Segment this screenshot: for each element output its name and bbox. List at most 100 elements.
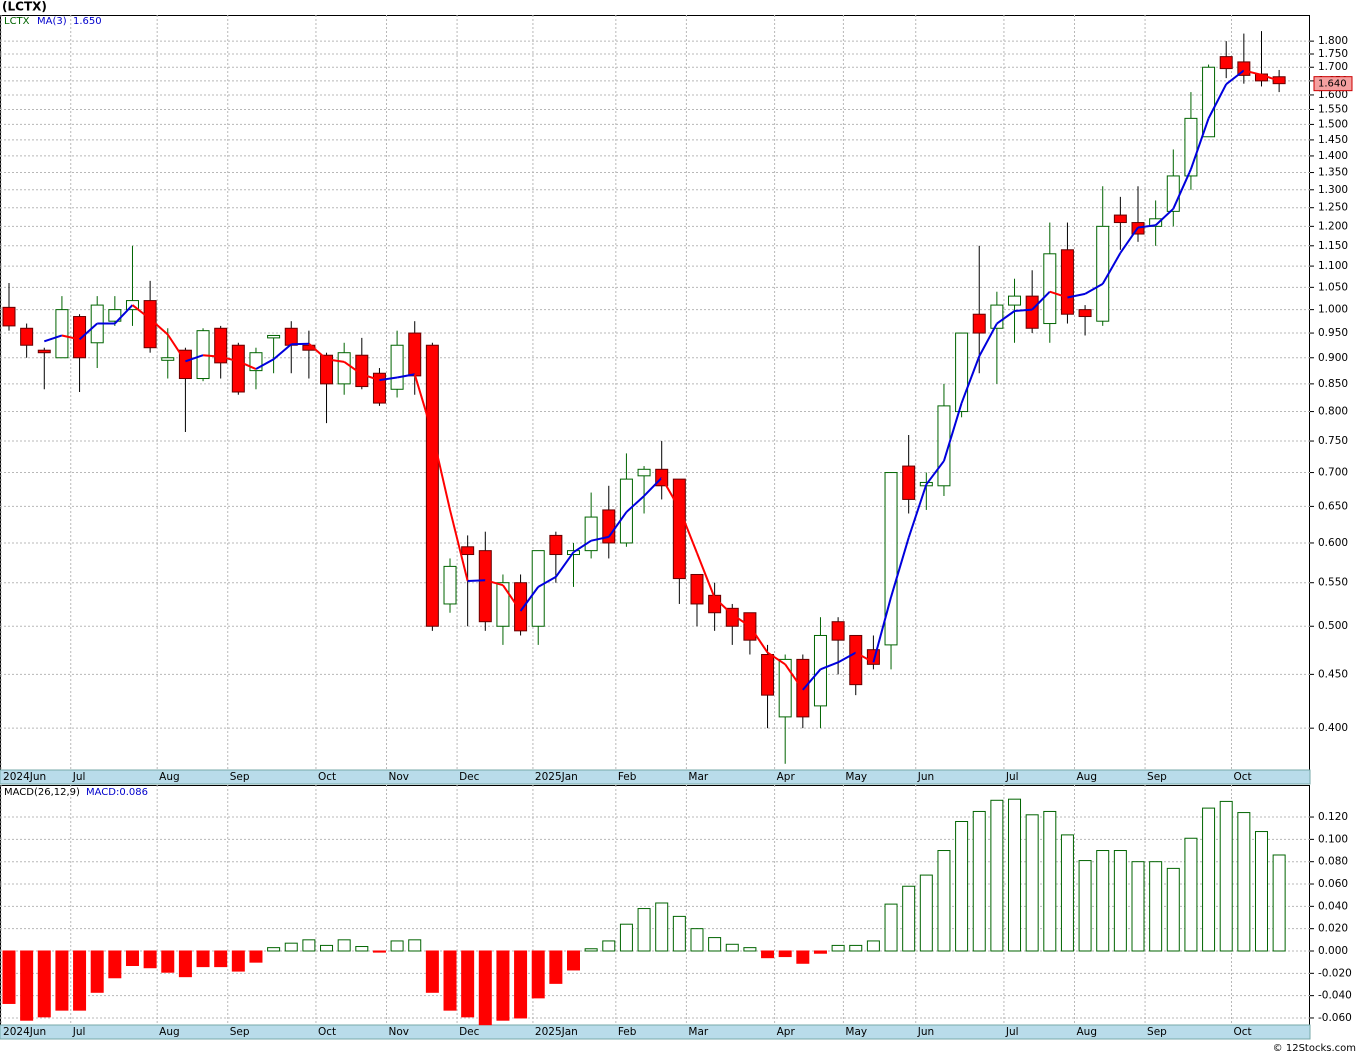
x-tick-label: Aug — [1076, 771, 1097, 783]
candle-body — [1044, 254, 1056, 324]
y-tick-label: 1.050 — [1318, 281, 1348, 293]
macd-bar — [814, 951, 826, 953]
y-tick-label: 0.060 — [1318, 878, 1348, 890]
x-tick-label: Jul — [72, 1026, 86, 1038]
legend-ma-name: MA(3) — [37, 16, 67, 27]
y-tick-label: 0.600 — [1318, 537, 1348, 549]
x-axis-band — [0, 1025, 1310, 1039]
y-tick-label: 0.700 — [1318, 467, 1348, 479]
candle-body — [497, 583, 509, 627]
y-tick-label: 1.100 — [1318, 260, 1348, 272]
footer: © 12Stocks.com — [1273, 1043, 1356, 1054]
y-tick-label: 1.300 — [1318, 184, 1348, 196]
macd-bar — [1255, 832, 1267, 951]
macd-bar — [179, 951, 191, 977]
ma-segment — [1015, 310, 1033, 311]
x-tick-label: Aug — [1076, 1026, 1097, 1038]
macd-bar — [709, 938, 721, 951]
candle-body — [1061, 250, 1073, 314]
macd-bar — [338, 940, 350, 951]
y-tick-label: 0.000 — [1318, 945, 1348, 957]
macd-bar — [850, 945, 862, 951]
macd-bar — [567, 951, 579, 970]
macd-bar — [444, 951, 456, 1010]
y-tick-label: 1.500 — [1318, 118, 1348, 130]
x-tick-label: May — [845, 771, 867, 783]
plot-area — [1, 16, 1310, 771]
x-tick-label: Sep — [1147, 771, 1167, 783]
candle-body — [232, 345, 244, 392]
macd-bar — [550, 951, 562, 983]
macd-bar — [21, 951, 33, 1020]
y-tick-label: -0.040 — [1318, 990, 1352, 1002]
x-tick-label: Aug — [159, 1026, 180, 1038]
macd-bar — [215, 951, 227, 967]
macd-bar — [409, 940, 421, 951]
candle-body — [1026, 296, 1038, 328]
y-tick-label: 1.750 — [1318, 48, 1348, 60]
y-tick-label: 0.850 — [1318, 378, 1348, 390]
y-tick-label: 1.400 — [1318, 150, 1348, 162]
ma-segment — [468, 580, 486, 581]
macd-bar — [426, 951, 438, 992]
macd-bar — [1061, 835, 1073, 951]
x-tick-label: Apr — [777, 771, 796, 783]
candle-body — [762, 655, 774, 696]
macd-bar — [832, 945, 844, 951]
macd-bar — [3, 951, 15, 1003]
macd-bar — [638, 909, 650, 951]
y-tick-label: 1.250 — [1318, 202, 1348, 214]
candle-body — [550, 535, 562, 554]
macd-bar — [1114, 851, 1126, 951]
candle-body — [673, 479, 685, 578]
macd-bar — [1238, 813, 1250, 951]
macd-bar — [268, 948, 280, 951]
macd-bar — [797, 951, 809, 963]
macd-bar — [1167, 868, 1179, 951]
macd-bar — [956, 822, 968, 951]
candle-body — [585, 517, 597, 551]
x-tick-label: 2024Jun — [3, 771, 46, 783]
macd-bar — [109, 951, 121, 978]
candle-body — [144, 301, 156, 348]
macd-bar — [1009, 799, 1021, 951]
macd-bar — [38, 951, 50, 1017]
y-tick-label: 1.200 — [1318, 220, 1348, 232]
y-tick-label: 0.900 — [1318, 352, 1348, 364]
x-tick-label: Oct — [318, 1026, 336, 1038]
macd-bar — [56, 951, 68, 1010]
macd-bar — [515, 951, 527, 1018]
y-tick-label: 1.450 — [1318, 134, 1348, 146]
y-tick-label: 1.150 — [1318, 240, 1348, 252]
x-tick-label: Oct — [1233, 1026, 1251, 1038]
legend-value: MACD:0.086 — [86, 787, 148, 798]
candle-body — [268, 335, 280, 337]
legend-ma-value: 1.650 — [73, 16, 102, 27]
macd-bar — [391, 941, 403, 951]
y-tick-label: 0.100 — [1318, 833, 1348, 845]
candle-body — [409, 333, 421, 376]
candle-body — [832, 622, 844, 640]
macd-bar — [1079, 861, 1091, 951]
macd-bar — [285, 943, 297, 951]
macd-bar — [744, 948, 756, 951]
macd-bar — [250, 951, 262, 962]
macd-bar — [920, 875, 932, 951]
macd-bar — [991, 800, 1003, 951]
x-tick-label: Apr — [777, 1026, 796, 1038]
macd-bar — [603, 941, 615, 951]
macd-bar — [321, 945, 333, 951]
macd-bar — [656, 903, 668, 951]
macd-bar — [1132, 862, 1144, 951]
macd-bar — [303, 940, 315, 951]
y-tick-label: 0.040 — [1318, 900, 1348, 912]
macd-bar — [1203, 808, 1215, 951]
x-tick-label: Jul — [1005, 771, 1019, 783]
last-price-label: 1.640 — [1318, 79, 1347, 90]
x-tick-label: May — [845, 1026, 867, 1038]
candle-body — [1114, 215, 1126, 222]
macd-bar — [1097, 851, 1109, 951]
y-tick-label: 1.700 — [1318, 61, 1348, 73]
y-tick-label: 0.800 — [1318, 406, 1348, 418]
macd-bar — [126, 951, 138, 966]
